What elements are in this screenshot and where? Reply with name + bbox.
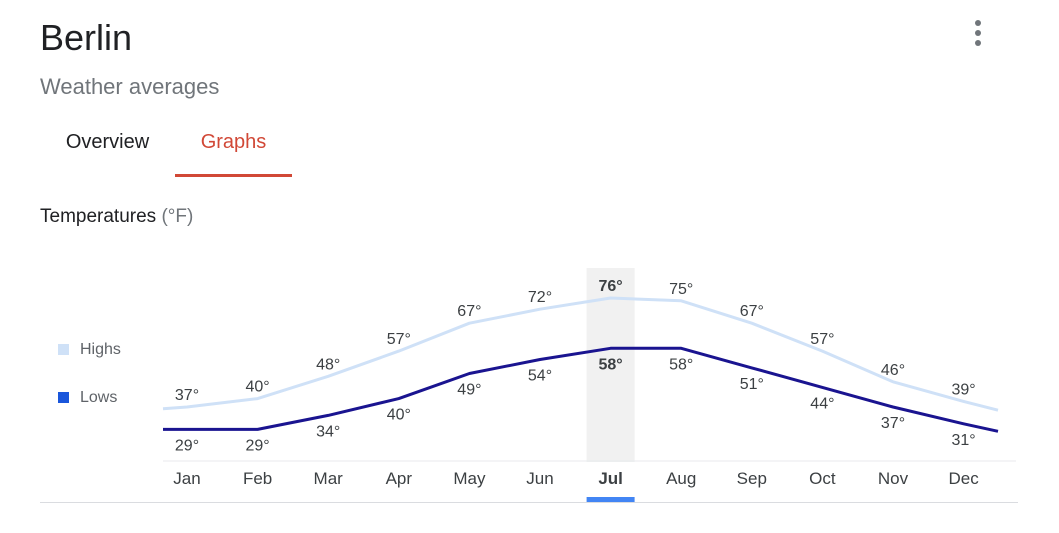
highs-series-line bbox=[162, 296, 999, 412]
month-label-jun: Jun bbox=[526, 469, 553, 488]
tab-bar: Overview Graphs bbox=[40, 122, 340, 180]
chart-section-title: Temperatures (°F) bbox=[40, 204, 193, 230]
highs-data-label-jan: 37° bbox=[175, 387, 199, 404]
bottom-divider bbox=[40, 502, 1018, 503]
lows-data-label-oct: 44° bbox=[810, 395, 834, 412]
more-vert-icon[interactable] bbox=[966, 18, 990, 48]
month-label-jul: Jul bbox=[598, 469, 623, 488]
legend-swatch-lows bbox=[58, 392, 69, 403]
highs-data-label-apr: 57° bbox=[387, 331, 411, 348]
selected-month-marker bbox=[586, 497, 635, 502]
lows-data-label-aug: 58° bbox=[669, 356, 693, 373]
highs-data-label-may: 67° bbox=[457, 303, 481, 320]
month-label-apr: Apr bbox=[386, 469, 413, 488]
lows-data-label-sep: 51° bbox=[740, 376, 764, 393]
month-label-jan: Jan bbox=[173, 469, 200, 488]
highs-data-label-jun: 72° bbox=[528, 289, 552, 306]
month-label-feb: Feb bbox=[243, 469, 272, 488]
legend-swatch-highs bbox=[58, 344, 69, 355]
lows-data-label-jun: 54° bbox=[528, 367, 552, 384]
lows-data-label-jan: 29° bbox=[175, 437, 199, 454]
lows-series-line bbox=[163, 346, 999, 433]
highs-data-label-nov: 46° bbox=[881, 362, 905, 379]
chart-title-text: Temperatures bbox=[40, 206, 157, 227]
highs-data-label-jul: 76° bbox=[598, 278, 622, 295]
legend-item-lows: Lows bbox=[58, 388, 158, 408]
legend-item-highs: Highs bbox=[58, 340, 158, 360]
lows-data-label-may: 49° bbox=[457, 381, 481, 398]
lows-data-label-apr: 40° bbox=[387, 407, 411, 424]
city-title: Berlin bbox=[40, 17, 133, 58]
month-label-aug: Aug bbox=[666, 469, 696, 488]
legend-label-lows: Lows bbox=[80, 389, 118, 406]
highs-data-label-sep: 67° bbox=[740, 303, 764, 320]
month-label-may: May bbox=[453, 469, 486, 488]
chart-unit: (°F) bbox=[161, 206, 194, 227]
highs-data-label-mar: 48° bbox=[316, 356, 340, 373]
month-label-dec: Dec bbox=[948, 469, 979, 488]
legend-label-highs: Highs bbox=[80, 341, 121, 358]
highs-data-label-aug: 75° bbox=[669, 281, 693, 298]
month-label-sep: Sep bbox=[737, 469, 767, 488]
lows-data-label-feb: 29° bbox=[245, 437, 269, 454]
chart-legend: Highs Lows bbox=[58, 340, 158, 436]
lows-data-label-nov: 37° bbox=[881, 415, 905, 432]
lows-data-label-jul: 58° bbox=[598, 356, 622, 373]
lows-data-label-dec: 31° bbox=[951, 432, 975, 449]
selected-tab-indicator bbox=[175, 174, 292, 177]
page-subtitle: Weather averages bbox=[40, 74, 220, 99]
month-label-nov: Nov bbox=[878, 469, 909, 488]
highs-data-label-oct: 57° bbox=[810, 331, 834, 348]
highs-data-label-feb: 40° bbox=[245, 379, 269, 396]
highs-data-label-dec: 39° bbox=[951, 381, 975, 398]
tab-overview[interactable]: Overview bbox=[65, 131, 150, 153]
lows-data-label-mar: 34° bbox=[316, 423, 340, 440]
month-label-mar: Mar bbox=[314, 469, 344, 488]
month-label-oct: Oct bbox=[809, 469, 836, 488]
tab-graphs[interactable]: Graphs bbox=[200, 131, 267, 153]
